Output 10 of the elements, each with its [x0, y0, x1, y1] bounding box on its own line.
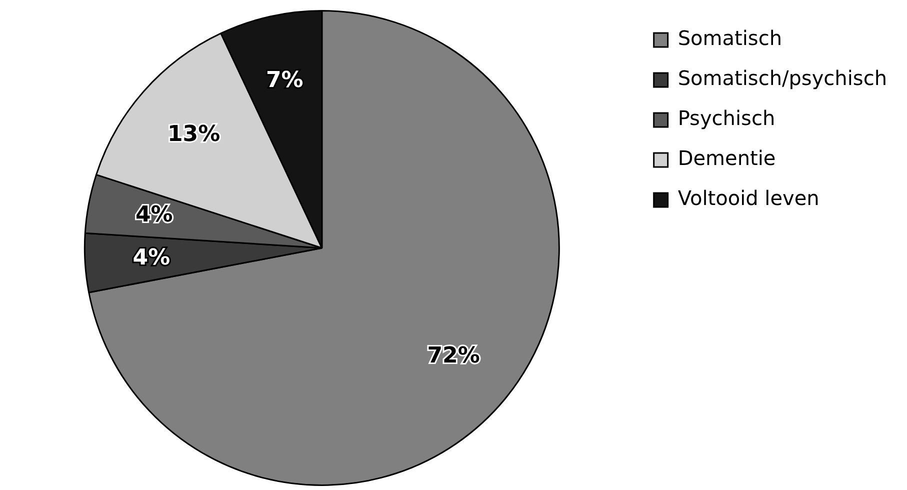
data-label: 13% [167, 122, 220, 147]
legend-label: Voltooid leven [678, 186, 820, 210]
legend-label: Psychisch [678, 106, 776, 130]
legend-label: Somatisch [678, 26, 782, 50]
legend-label: Dementie [678, 146, 776, 170]
data-label: 4% [132, 245, 170, 270]
data-label: 7% [266, 68, 304, 94]
legend-label: Somatisch/psychisch [678, 66, 887, 90]
data-label: 72% [427, 344, 480, 369]
data-label: 4% [135, 202, 173, 228]
